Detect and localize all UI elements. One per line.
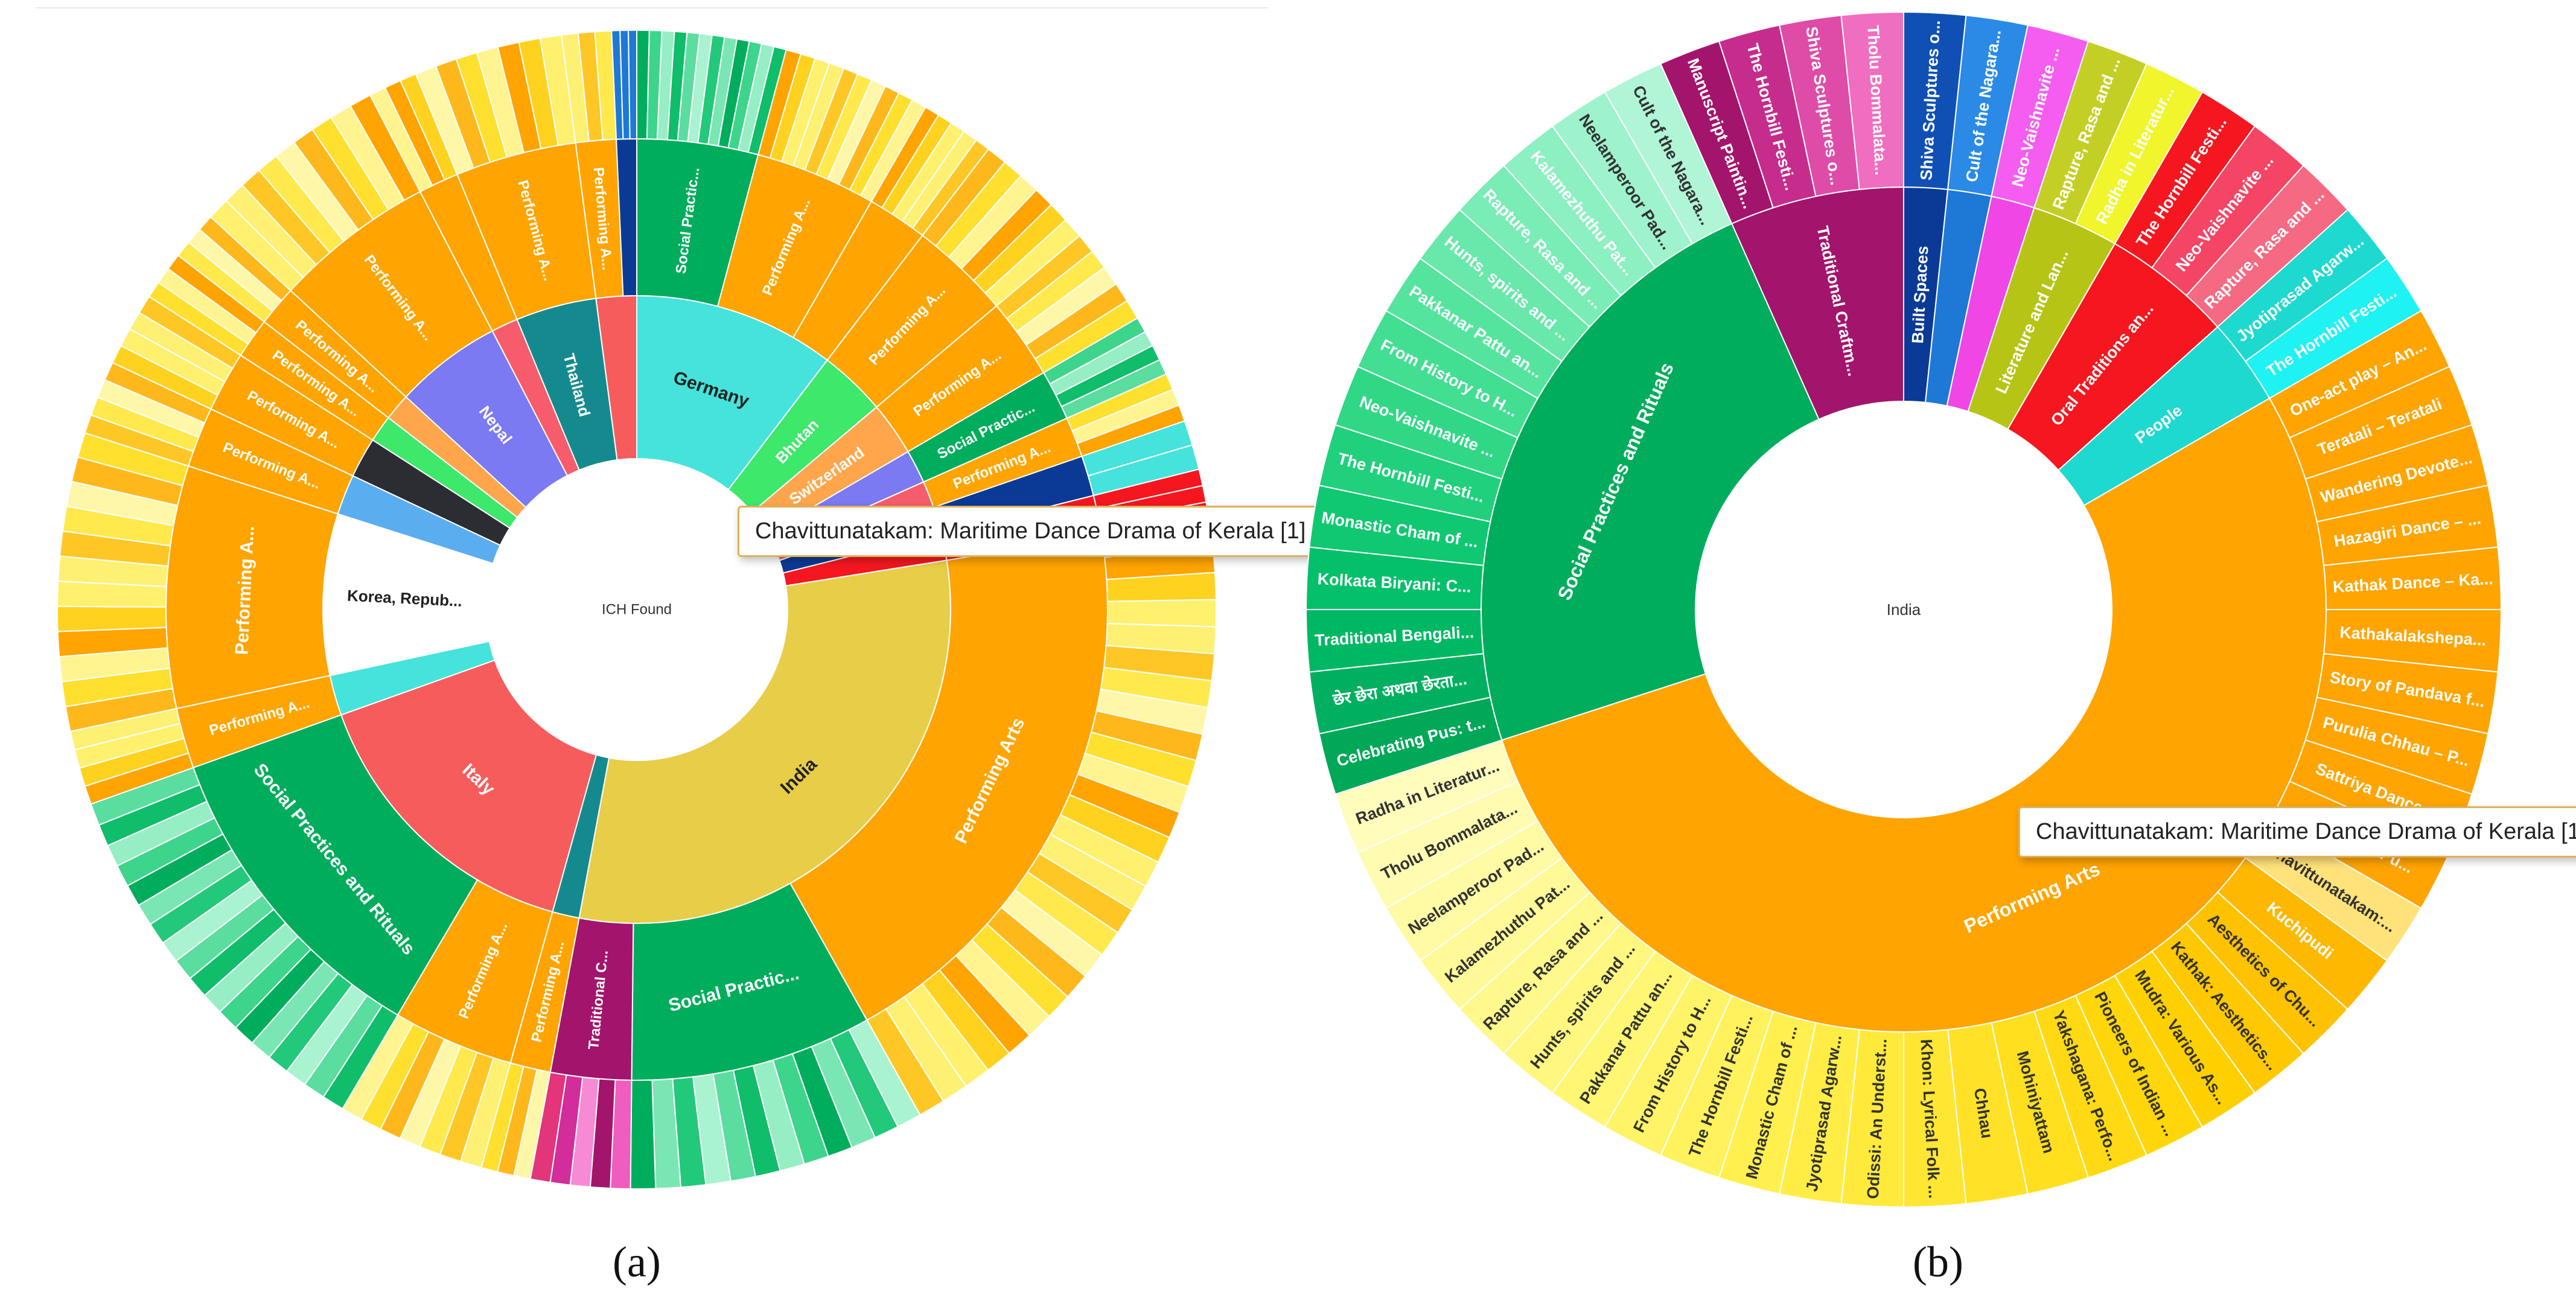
sunburst-a-rings: Social Practic... Performing A...GermanyP… <box>57 29 1217 1190</box>
caption-b: (b) <box>1913 1238 1963 1286</box>
center-a-circle <box>486 459 788 760</box>
tooltip-a: Chavittunatakam: Maritime Dance Drama of… <box>738 506 1324 557</box>
leaf-segment-11-0-4[interactable] <box>57 605 167 632</box>
center-label-a: ICH Found <box>602 602 672 618</box>
panel-a: Social Practic... Performing A... Germany P… <box>0 0 1324 1309</box>
caption-a: (a) <box>613 1238 661 1286</box>
center-b-circle <box>1695 401 2112 818</box>
leaf-segment-7-1-11[interactable] <box>630 1079 657 1190</box>
leaf-segment-7-0-3[interactable] <box>1106 599 1217 628</box>
sunburst-a[interactable]: Social Practic... Performing A...GermanyP… <box>0 0 1288 1309</box>
tooltip-b: Chavittunatakam: Maritime Dance Drama of… <box>2018 806 2576 858</box>
tooltip-a-text: Chavittunatakam: Maritime Dance Drama of… <box>755 518 1306 544</box>
leaf-segment-8-3[interactable] <box>1840 11 1904 190</box>
center-label-b: India <box>1887 600 1921 619</box>
tooltip-b-text: Chavittunatakam: Maritime Dance Drama of… <box>2036 819 2576 844</box>
panel-b: Shiva Sculptures o... Built Spaces Cult of… <box>1288 0 2576 1309</box>
leaf-segment-19-1-2[interactable] <box>628 29 637 140</box>
top-divider-line <box>36 7 1267 8</box>
